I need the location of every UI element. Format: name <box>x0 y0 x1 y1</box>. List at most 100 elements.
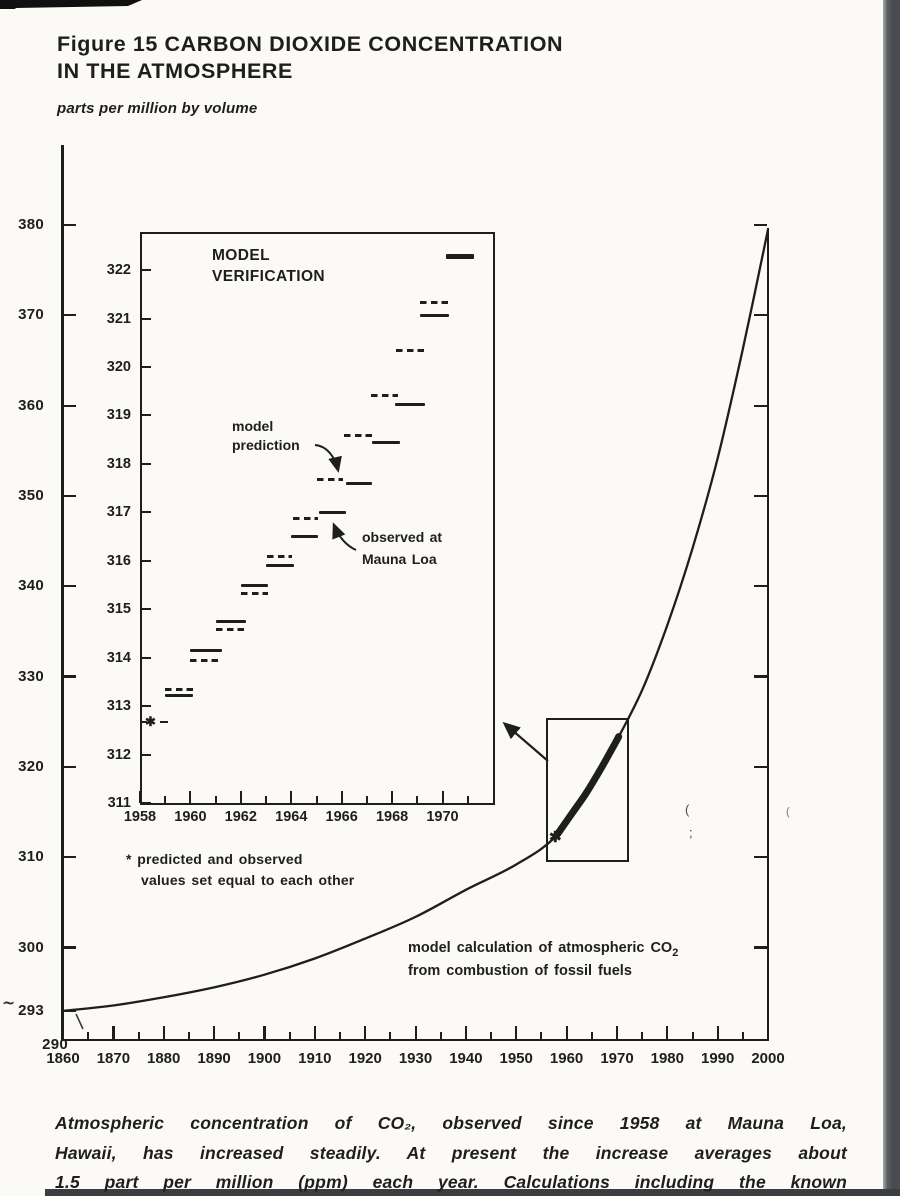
main-x-tick-label: 1980 <box>650 1050 684 1067</box>
inset-x-tick <box>340 791 343 803</box>
inset-x-tick-label: 1966 <box>325 809 358 825</box>
main-x-tick <box>716 1026 719 1040</box>
main-y-tick-label: 320 <box>18 758 44 775</box>
curve-annotation: model calculation of atmospheric CO2 fro… <box>408 937 678 982</box>
main-y-tick <box>63 223 76 227</box>
inset-x-tick <box>315 796 318 803</box>
observed-segment <box>394 402 425 406</box>
scan-artifact-top-corner <box>0 0 142 9</box>
overlapping-segment <box>446 254 474 259</box>
main-x-tick <box>666 1026 669 1040</box>
main-x-tick-label: 1960 <box>549 1050 584 1067</box>
equal-point-dash-right <box>160 721 168 724</box>
observed-label: observed at Mauna Loa <box>362 527 442 570</box>
equal-point-dash-left <box>140 721 147 724</box>
observed-segment <box>291 535 318 538</box>
main-x-minor-tick <box>238 1032 241 1040</box>
main-x-minor-tick <box>691 1032 694 1040</box>
inset-y-tick <box>142 269 151 271</box>
observed-segment <box>319 510 346 514</box>
inset-x-tick <box>290 791 293 803</box>
main-x-tick <box>565 1026 568 1040</box>
inset-y-tick <box>142 802 151 804</box>
main-y-tick <box>63 765 76 769</box>
main-y-tick-right <box>754 494 767 498</box>
main-x-tick <box>162 1026 165 1040</box>
inset-y-tick <box>142 317 151 320</box>
main-y-tick <box>63 856 76 859</box>
inset-x-tick <box>416 796 419 803</box>
inset-y-tick-label: 320 <box>106 358 131 375</box>
observed-segment <box>215 619 246 623</box>
main-x-tick <box>62 1026 65 1040</box>
main-x-minor-tick <box>339 1032 341 1040</box>
main-x-minor-tick <box>87 1032 90 1040</box>
scan-stray-mark-3: ( <box>786 806 790 818</box>
figure-title-line2: IN THE ATMOSPHERE <box>57 59 293 83</box>
observed-segment <box>165 693 193 697</box>
inset-y-tick <box>142 365 151 368</box>
inset-y-tick-label: 315 <box>106 601 131 618</box>
main-y-tick-right <box>754 404 767 407</box>
main-y-tick-right <box>754 223 767 227</box>
inset-y-tick <box>142 705 151 708</box>
main-x-tick <box>313 1026 316 1040</box>
footnote-line2: values set equal to each other <box>141 872 355 888</box>
inset-y-tick <box>142 414 151 417</box>
caption-line2: Hawaii, has increased steadily. At prese… <box>55 1142 847 1163</box>
inset-x-tick-label: 1958 <box>123 809 157 825</box>
inset-x-tick-label: 1964 <box>275 809 308 825</box>
inset-y-tick <box>142 511 151 514</box>
main-x-tick <box>464 1026 468 1040</box>
main-y-tick-label: 370 <box>18 306 44 324</box>
main-x-minor-tick <box>741 1032 744 1040</box>
inset-x-tick <box>365 796 368 803</box>
main-x-tick <box>414 1026 417 1040</box>
annotation-subscript: 2 <box>672 947 679 959</box>
model-prediction-label: model prediction <box>232 417 300 454</box>
main-x-tick <box>213 1026 216 1040</box>
footnote-line1: * predicted and observed <box>126 851 303 867</box>
main-x-tick-label: 1920 <box>348 1050 382 1067</box>
main-x-minor-tick <box>439 1032 442 1040</box>
main-y-tick-label: 340 <box>18 577 44 595</box>
main-x-tick <box>767 1026 770 1040</box>
model-prediction-segment <box>344 434 372 438</box>
observed-segment <box>345 481 372 485</box>
main-x-tick <box>515 1026 518 1040</box>
inset-x-tick-label: 1962 <box>224 809 257 825</box>
inset-y-tick-label: 318 <box>106 455 131 472</box>
inset-y-tick-label: 316 <box>106 552 131 569</box>
main-y-tick-right <box>754 675 767 678</box>
model-label-line2: prediction <box>232 436 300 453</box>
caption-line1: Atmospheric concentration of CO₂, observ… <box>55 1113 847 1133</box>
curve-annotation-line1: model calculation of atmospheric CO2 <box>408 937 678 960</box>
main-x-tick-label: 1880 <box>147 1050 181 1067</box>
figure-title-line1: Figure 15 CARBON DIOXIDE CONCENTRATION <box>57 32 564 56</box>
model-prediction-segment <box>292 516 318 520</box>
main-x-tick-label: 1930 <box>398 1050 433 1067</box>
main-x-tick-label: 1900 <box>247 1050 282 1067</box>
observed-label-line1: observed at <box>362 529 443 545</box>
inset-x-tick <box>391 791 394 803</box>
observed-label-line2: Mauna Loa <box>362 550 437 567</box>
inset-y-tick <box>142 608 151 611</box>
inset-y-tick <box>142 559 151 562</box>
main-y-tick <box>63 494 76 498</box>
main-x-tick <box>364 1026 367 1040</box>
main-x-tick <box>263 1026 266 1040</box>
main-y-tick-label: 300 <box>18 938 44 956</box>
main-y-tick-label: 350 <box>18 487 44 504</box>
scan-squiggle-mark: ∼ <box>2 993 16 1012</box>
inset-x-tick <box>265 796 268 803</box>
main-x-tick <box>112 1026 115 1040</box>
observed-segment <box>190 648 222 652</box>
main-y-tick-right <box>754 946 767 949</box>
main-x-tick-label: 1890 <box>197 1050 231 1067</box>
equal-point-asterisk: ✱ <box>145 714 156 729</box>
y-axis-units-label: parts per million by volume <box>57 100 258 117</box>
main-x-tick-label: 1940 <box>449 1050 483 1067</box>
main-x-minor-tick <box>641 1032 644 1040</box>
main-x-tick-label: 1860 <box>46 1050 80 1067</box>
annotation-text: model calculation of atmospheric CO <box>408 940 673 956</box>
